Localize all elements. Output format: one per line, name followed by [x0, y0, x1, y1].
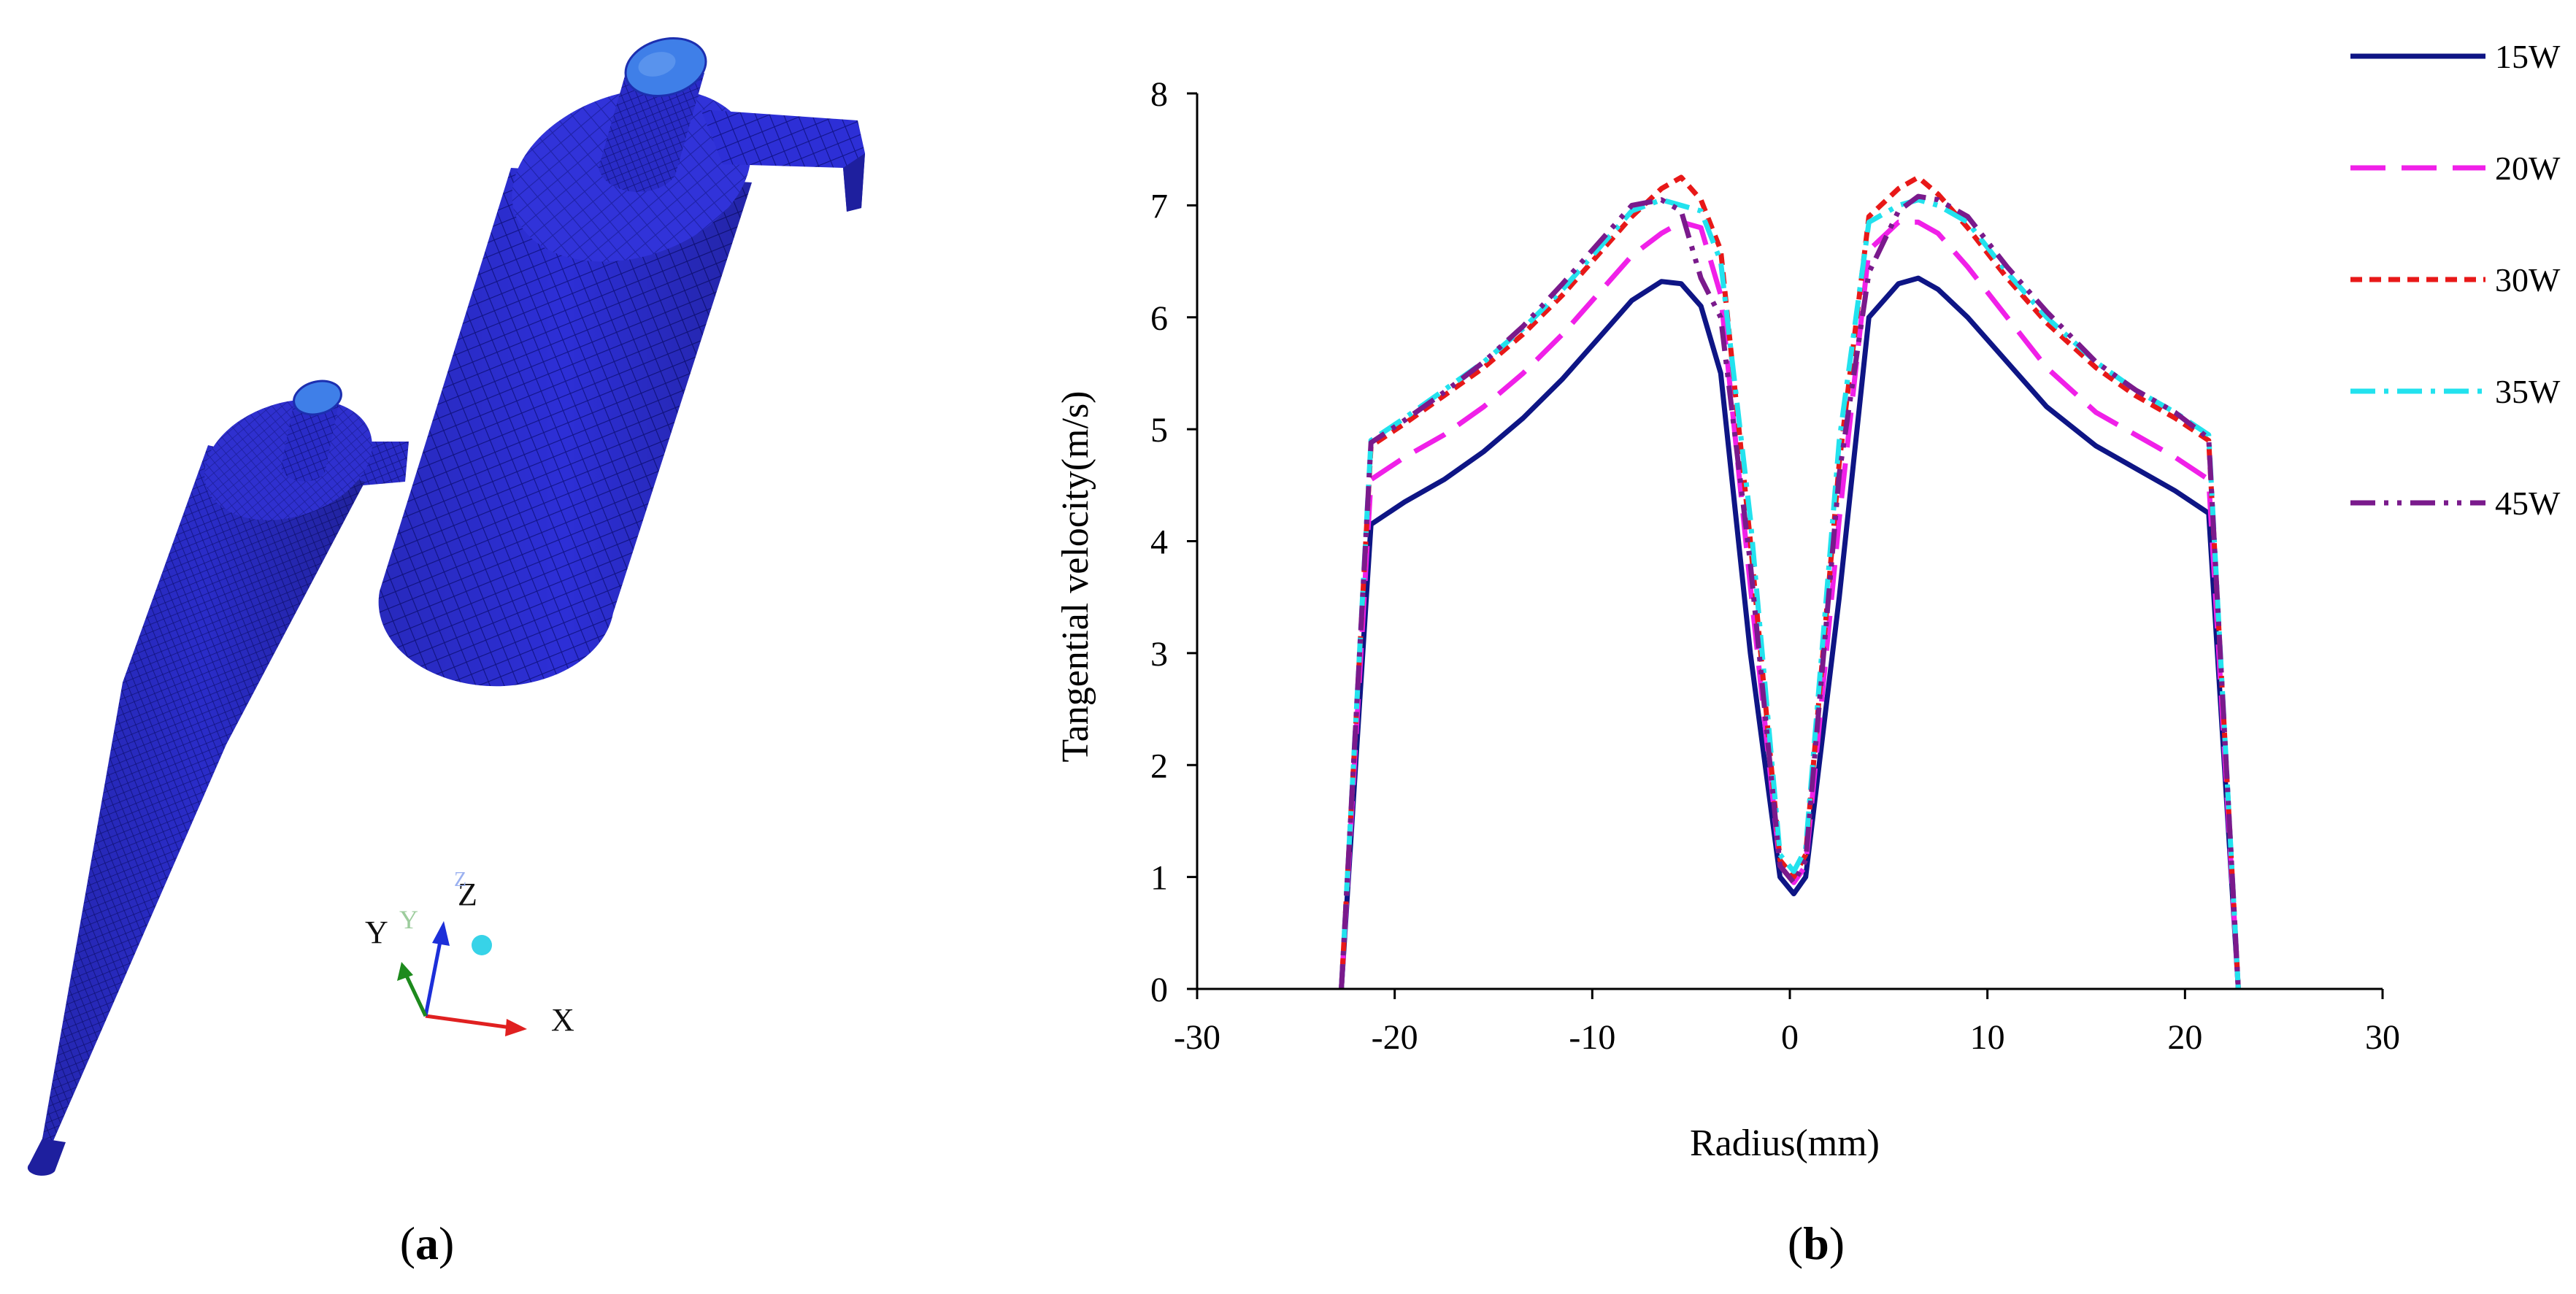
origin-sphere-icon	[472, 935, 492, 955]
legend-label-20W: 20W	[2495, 150, 2561, 187]
legend-label-15W: 15W	[2495, 38, 2561, 75]
chart-legend: 15W 20W 30W 35W 45W	[2350, 38, 2561, 522]
series-lines	[1339, 174, 2241, 990]
y-tick-label: 4	[1150, 523, 1168, 562]
y-arrow-icon	[397, 962, 413, 981]
legend-label-30W: 30W	[2495, 261, 2561, 299]
z-arrow-icon	[432, 921, 450, 946]
y-tick-label: 8	[1150, 75, 1168, 114]
y-tick-label: 0	[1150, 971, 1168, 1009]
series-line-35W	[1339, 197, 2241, 990]
y-axis-label: Y	[365, 914, 388, 950]
y-axis-ghost-label: Y	[399, 905, 418, 934]
x-axis-label: X	[551, 1002, 574, 1038]
series-line-45W	[1339, 193, 2241, 990]
y-tick-label: 5	[1150, 411, 1168, 450]
panel-a-caption: (a)	[400, 1217, 455, 1269]
x-axis-title: Radius(mm)	[1690, 1122, 1880, 1164]
y-tick-label: 6	[1150, 299, 1168, 338]
tangential-velocity-chart: -30 -20 -10 0 10 20 30 0 1 2 3 4 5 6 7 8 Radius(mm) Tan…	[1055, 38, 2561, 1269]
z-axis-ghost-label: Z	[454, 869, 466, 891]
x-tick-label: -30	[1174, 1018, 1220, 1057]
x-arrow-icon	[505, 1019, 527, 1036]
x-tick-label: 0	[1781, 1018, 1799, 1057]
y-tick-label: 3	[1150, 635, 1168, 674]
legend-label-45W: 45W	[2495, 485, 2561, 522]
cyclone-mesh-model: X Y Y Z Z (a)	[27, 37, 865, 1269]
large-cylinder	[378, 37, 865, 687]
x-tick-label: -10	[1569, 1018, 1615, 1057]
legend-label-35W: 35W	[2495, 373, 2561, 410]
chart-axes	[1187, 92, 2384, 999]
tick-labels: -30 -20 -10 0 10 20 30 0 1 2 3 4 5 6 7 8	[1150, 75, 2400, 1057]
small-cyclone	[27, 380, 372, 1176]
z-axis-label: Z	[458, 877, 477, 912]
y-tick-label: 2	[1150, 747, 1168, 785]
x-tick-label: 10	[1970, 1018, 2005, 1057]
series-line-30W	[1339, 174, 2241, 990]
x-tick-label: 30	[2365, 1018, 2400, 1057]
y-axis-title: Tangential velocity(m/s)	[1055, 391, 1096, 763]
y-tick-label: 7	[1150, 187, 1168, 226]
series-line-15W	[1339, 275, 2241, 990]
x-tick-label: 20	[2167, 1018, 2202, 1057]
x-tick-label: -20	[1372, 1018, 1418, 1057]
axis-triad: X Y Y Z Z	[365, 869, 574, 1038]
y-tick-label: 1	[1150, 859, 1168, 898]
panel-b-caption: (b)	[1788, 1217, 1845, 1269]
